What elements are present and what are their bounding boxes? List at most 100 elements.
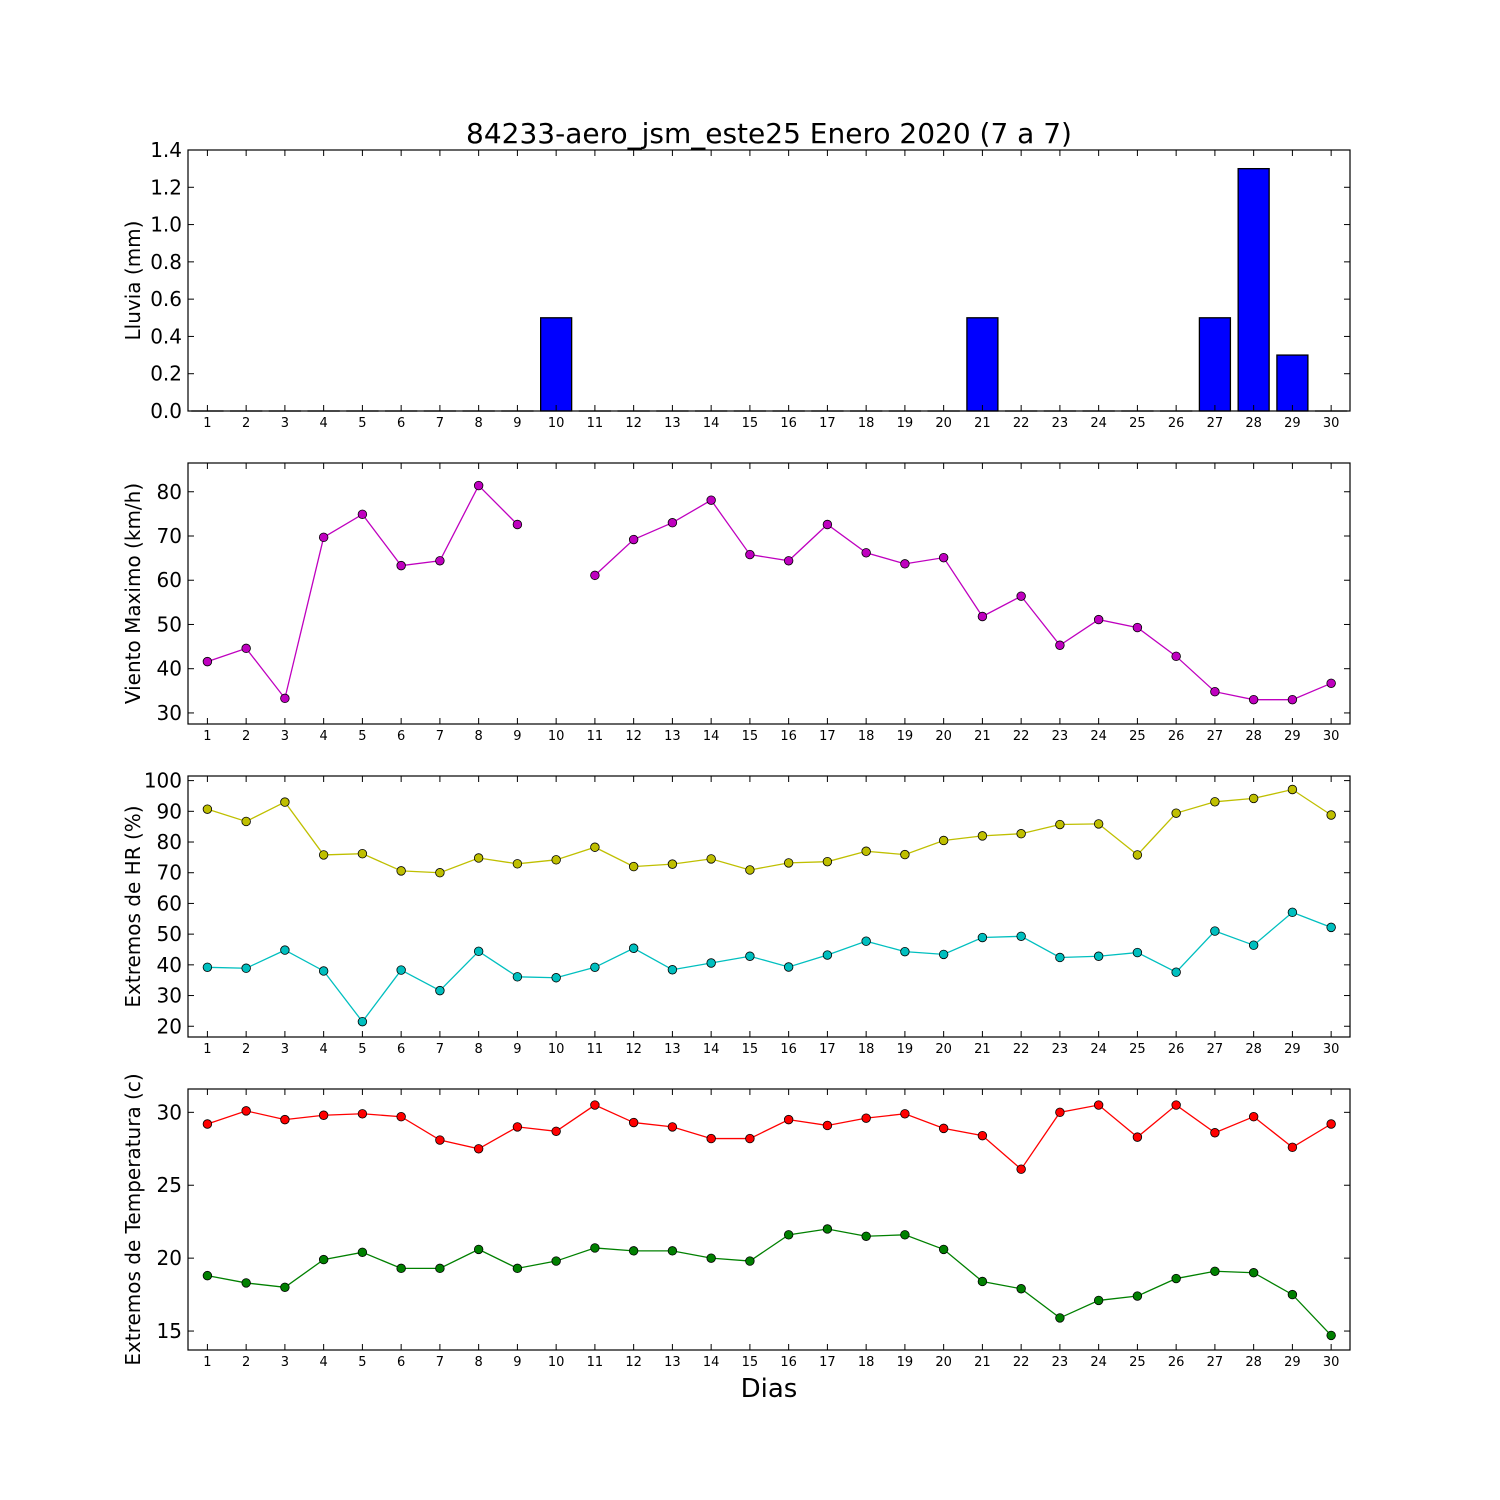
bar-day-29 [1276,354,1309,412]
series-2-line-segment-1 [207,1228,1332,1336]
y-tick-label: 70 [157,524,182,548]
x-tick-label: 26 [1168,1042,1185,1057]
series-1-point-day-8 [473,853,484,863]
series-2-point-day-5 [357,1016,368,1027]
x-tick-label: 7 [436,1042,444,1057]
series-2-point-day-17 [822,1224,833,1234]
series-2-point-day-7 [435,985,445,996]
x-tick-label: 21 [974,729,991,744]
y-tick-label: 1.2 [150,175,182,199]
x-tick-label: 5 [358,416,366,431]
series-1-point-day-8 [473,480,484,491]
series-1-line-segment-1 [207,1104,1332,1171]
y-tick-label: 0.8 [150,250,182,274]
series-1-point-day-23 [1055,640,1065,650]
series-2-point-day-19 [900,1230,910,1240]
x-tick-label: 14 [703,1042,720,1057]
x-tick-label: 19 [897,729,914,744]
x-tick-label: 20 [935,1042,952,1057]
y-tick-label: 70 [157,861,182,885]
x-tick-label: 5 [358,1042,366,1057]
x-tick-label: 8 [475,416,483,431]
series-2-point-day-16 [783,1230,794,1240]
series-1-point-day-19 [900,1109,910,1119]
x-tick-label: 10 [548,1042,565,1057]
y-tick-label: 1.0 [150,213,182,237]
x-tick-label: 13 [664,1042,681,1057]
y-tick-label: 40 [157,657,182,681]
x-tick-label: 20 [935,729,952,744]
series-1-point-day-27 [1210,797,1220,807]
series-1-point-day-20 [938,835,949,846]
series-1-point-day-2 [241,816,251,827]
x-tick-label: 9 [513,1355,521,1370]
series-1-point-day-24 [1093,614,1104,625]
y-tick-label: 60 [157,891,182,915]
x-tick-label: 27 [1207,416,1224,431]
x-tick-label: 26 [1168,416,1185,431]
x-tick-label: 4 [320,1042,328,1057]
x-tick-label: 2 [242,1355,250,1370]
x-tick-label: 19 [897,416,914,431]
series-2-point-day-26 [1171,1273,1181,1284]
x-tick-label: 22 [1013,729,1030,744]
x-tick-label: 7 [436,416,444,431]
series-1-point-day-9 [512,519,523,530]
series-2-point-day-9 [512,972,523,982]
y-tick-label: 80 [157,830,182,854]
y-tick-label: 90 [157,799,182,823]
series-1-point-day-30 [1326,678,1336,689]
x-tick-label: 24 [1090,416,1107,431]
x-tick-label: 16 [780,416,797,431]
x-tick-label: 12 [625,416,642,431]
y-tick-label: 100 [144,769,182,793]
series-1-point-day-25 [1132,622,1143,633]
series-1-point-day-20 [938,552,949,563]
series-2-point-day-9 [512,1263,523,1274]
y-tick-label: 80 [157,480,182,504]
x-tick-label: 19 [897,1042,914,1057]
series-1-point-day-11 [590,570,600,581]
x-tick-label: 8 [475,1042,483,1057]
series-2-point-day-28 [1248,940,1259,950]
series-1-point-day-29 [1287,784,1298,795]
series-1-point-day-7 [435,1135,445,1145]
series-2-point-day-6 [396,965,406,975]
series-1-point-day-5 [357,1109,368,1119]
x-tick-label: 25 [1129,416,1146,431]
x-tick-label: 30 [1323,1355,1340,1370]
x-tick-label: 1 [203,416,211,431]
series-1-point-day-17 [822,519,833,530]
series-2-point-day-14 [706,1253,716,1263]
x-tick-label: 9 [513,1042,521,1057]
series-1-point-day-7 [435,556,445,566]
series-2-point-day-3 [280,945,290,955]
chart-panel-1: 0.00.20.40.60.81.01.21.41 2 3 4 5 6 7 8 9 10 11 12 1… [121,138,1351,431]
series-2-point-day-22 [1016,931,1026,941]
series-1-point-day-6 [396,1112,406,1122]
x-tick-label: 4 [320,729,328,744]
series-1-point-day-3 [280,797,290,807]
series-1-point-day-25 [1132,1132,1143,1142]
x-tick-label: 25 [1129,1355,1146,1370]
axes-frame [187,149,1351,412]
series-2-point-day-4 [318,1254,329,1265]
series-2-point-day-29 [1287,907,1298,918]
x-tick-label: 20 [935,416,952,431]
x-tick-label: 30 [1323,416,1340,431]
series-1-point-day-25 [1132,850,1143,860]
x-tick-label: 18 [858,1042,875,1057]
series-2-point-day-17 [822,950,833,960]
series-1-point-day-12 [628,534,639,545]
x-tick-label: 26 [1168,729,1185,744]
series-1-point-day-18 [861,846,871,856]
y-tick-label: 0.6 [150,287,182,311]
series-1-point-day-26 [1171,808,1181,818]
x-tick-label: 30 [1323,1042,1340,1057]
series-1-point-day-12 [628,1117,639,1128]
series-1-point-day-12 [628,861,639,872]
series-2-point-day-14 [706,958,716,968]
series-1-point-day-23 [1055,1107,1065,1118]
